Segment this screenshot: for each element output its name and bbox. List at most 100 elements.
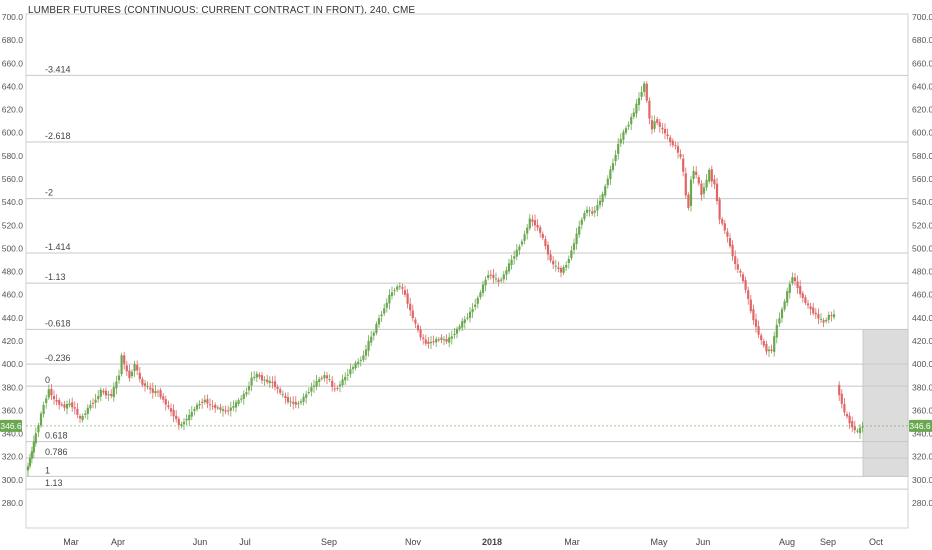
candle-body (591, 211, 594, 214)
candle-body (583, 213, 586, 220)
candle-body (840, 393, 843, 404)
candle-body (645, 83, 648, 101)
candle-body (32, 441, 35, 453)
candle-body (203, 399, 206, 403)
candle-body (487, 275, 490, 279)
candle-body (713, 179, 716, 185)
candle-body (752, 309, 755, 321)
fib-label-9: 0.786 (45, 447, 68, 457)
candle-body (284, 395, 287, 398)
y-tick-right: 340.0 (912, 429, 932, 439)
candle-body (515, 249, 518, 257)
candle-body (775, 324, 778, 338)
candle-body (453, 333, 456, 336)
y-tick-right: 520.0 (912, 220, 932, 230)
candle-body (476, 297, 479, 304)
candle-body (838, 384, 841, 396)
candle-body (338, 384, 342, 387)
candle-body (640, 91, 643, 97)
candle-body (42, 404, 45, 415)
candle-body (97, 396, 100, 400)
candle-body (580, 219, 583, 225)
candle-body (736, 264, 739, 270)
candle-body (185, 418, 188, 421)
candle-body (632, 112, 635, 117)
candle-body (562, 267, 565, 273)
candle-body (505, 270, 508, 275)
candle-body (450, 336, 453, 339)
candle-body (479, 292, 482, 298)
y-tick-left: 420.0 (2, 336, 24, 346)
candle-body (786, 291, 789, 303)
candle-body (653, 121, 656, 129)
candle-body (393, 290, 396, 292)
candle-body (432, 341, 435, 343)
candle-body (211, 405, 214, 407)
candle-body (411, 310, 414, 319)
candle-body (318, 379, 321, 383)
y-tick-left: 500.0 (2, 243, 24, 253)
x-tick-label: Jul (239, 537, 251, 547)
candle-body (117, 375, 121, 381)
candle-body (791, 277, 794, 284)
candle-body (336, 387, 339, 389)
candle-body (526, 227, 529, 234)
candle-body (63, 404, 66, 408)
candle-body (700, 183, 703, 195)
candle-body (448, 337, 451, 343)
candle-body (804, 297, 807, 303)
y-tick-right: 700.0 (912, 12, 932, 22)
candle-body (674, 145, 677, 147)
candle-body (78, 416, 82, 419)
candle-body (676, 146, 680, 153)
candle-body (401, 287, 404, 289)
y-tick-left: 660.0 (2, 58, 24, 68)
candle-body (718, 199, 721, 220)
candle-body (201, 401, 204, 403)
candle-body (726, 231, 729, 237)
candle-body (455, 328, 459, 334)
candle-body (310, 387, 313, 392)
plot-frame (25, 13, 909, 529)
y-tick-left: 380.0 (2, 382, 24, 392)
x-tick-label: Nov (405, 537, 422, 547)
candle-body (206, 399, 209, 404)
candle-body (364, 349, 368, 356)
candle-body (286, 397, 290, 403)
candle-body (268, 380, 271, 384)
candle-body (422, 337, 425, 339)
candle-body (240, 398, 243, 400)
candle-body (143, 383, 147, 386)
candle-body (208, 404, 212, 406)
candle-body (84, 413, 87, 415)
candle-body (375, 323, 378, 333)
x-tick-label: 2018 (482, 537, 502, 547)
candle-body (624, 128, 628, 133)
candle-body (193, 409, 196, 411)
candle-body (94, 399, 97, 403)
last-price-badge-left (0, 419, 22, 432)
candle-body (419, 329, 422, 338)
candle-body (107, 394, 110, 396)
candle-body (559, 268, 563, 273)
candle-body (328, 379, 331, 381)
candle-body (71, 402, 74, 408)
candle-body (546, 244, 550, 255)
candle-body (398, 286, 401, 288)
candle-body (845, 413, 849, 417)
candle-body (635, 103, 638, 114)
candle-body (138, 372, 141, 380)
candle-body (162, 396, 165, 400)
chart-title: LUMBER FUTURES (CONTINUOUS: CURRENT CONT… (28, 5, 416, 16)
candle-body (219, 407, 222, 410)
candle-body (312, 385, 316, 388)
candle-body (492, 274, 495, 278)
candle-body (708, 169, 711, 182)
candle-body (403, 290, 407, 295)
candle-body (710, 169, 713, 182)
x-tick-label: Jun (193, 537, 208, 547)
candle-body (234, 402, 238, 408)
candle-body (544, 239, 547, 247)
candle-body (682, 158, 685, 172)
